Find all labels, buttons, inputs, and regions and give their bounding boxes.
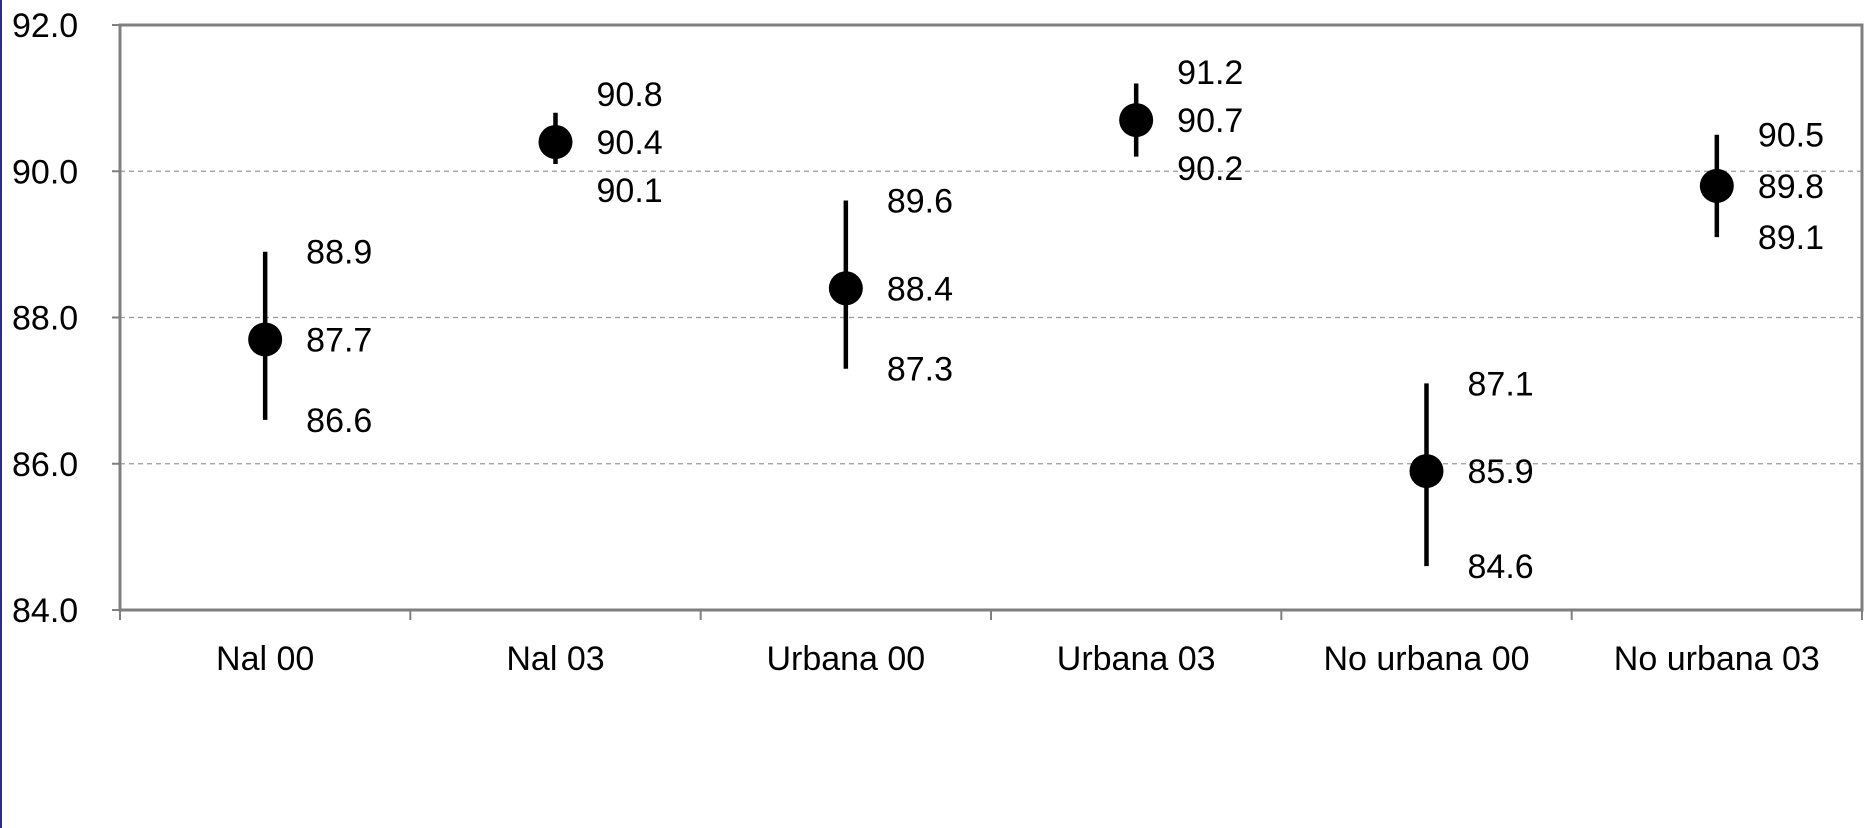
y-tick-labels: 84.0 86.0 88.0 90.0 92.0 <box>12 7 78 630</box>
lower-value-label: 84.6 <box>1468 548 1534 586</box>
gridlines <box>120 170 1862 465</box>
x-tick-label: No urbana 03 <box>1614 640 1820 678</box>
x-tick-labels: Nal 00 Nal 03 Urbana 00 Urbana 03 No urbana … <box>216 640 1820 678</box>
y-tick-label: 84.0 <box>12 592 78 630</box>
point-value-label: 89.8 <box>1758 168 1824 206</box>
upper-value-label: 89.6 <box>887 183 953 221</box>
x-tick-label: Nal 03 <box>506 640 604 678</box>
lower-value-label: 86.6 <box>306 402 372 440</box>
lower-value-label: 90.1 <box>597 172 663 210</box>
x-tick-label: No urbana 00 <box>1323 640 1529 678</box>
lower-value-label: 87.3 <box>887 351 953 389</box>
upper-value-label: 90.8 <box>597 76 663 114</box>
data-point <box>248 322 283 357</box>
data-point <box>538 125 573 159</box>
upper-value-label: 91.2 <box>1177 54 1243 92</box>
data-point <box>1409 454 1444 489</box>
x-tick-label: Nal 00 <box>216 640 314 678</box>
point-value-label: 90.7 <box>1177 102 1243 140</box>
y-tick-label: 88.0 <box>12 300 78 338</box>
data-point <box>1119 103 1154 138</box>
x-tick-label: Urbana 03 <box>1057 640 1216 678</box>
upper-value-label: 88.9 <box>306 234 372 272</box>
y-tick-label: 86.0 <box>12 446 78 484</box>
data-point <box>1699 168 1734 203</box>
data-labels: 88.9 87.7 86.6 90.8 90.4 90.1 89.6 88.4 87.3 91.2… <box>306 54 1824 586</box>
upper-value-label: 90.5 <box>1758 117 1824 155</box>
error-bar-marks <box>248 83 1734 567</box>
axes <box>112 23 1864 620</box>
y-tick-label: 90.0 <box>12 153 78 191</box>
point-value-label: 85.9 <box>1468 453 1534 491</box>
lower-value-label: 90.2 <box>1177 150 1243 188</box>
point-value-label: 87.7 <box>306 321 372 359</box>
point-value-label: 88.4 <box>887 270 953 308</box>
y-tick-label: 92.0 <box>12 7 78 45</box>
x-tick-label: Urbana 00 <box>766 640 925 678</box>
lower-value-label: 89.1 <box>1758 219 1824 257</box>
data-point <box>828 271 863 306</box>
point-value-label: 90.4 <box>597 124 663 162</box>
upper-value-label: 87.1 <box>1468 365 1534 403</box>
